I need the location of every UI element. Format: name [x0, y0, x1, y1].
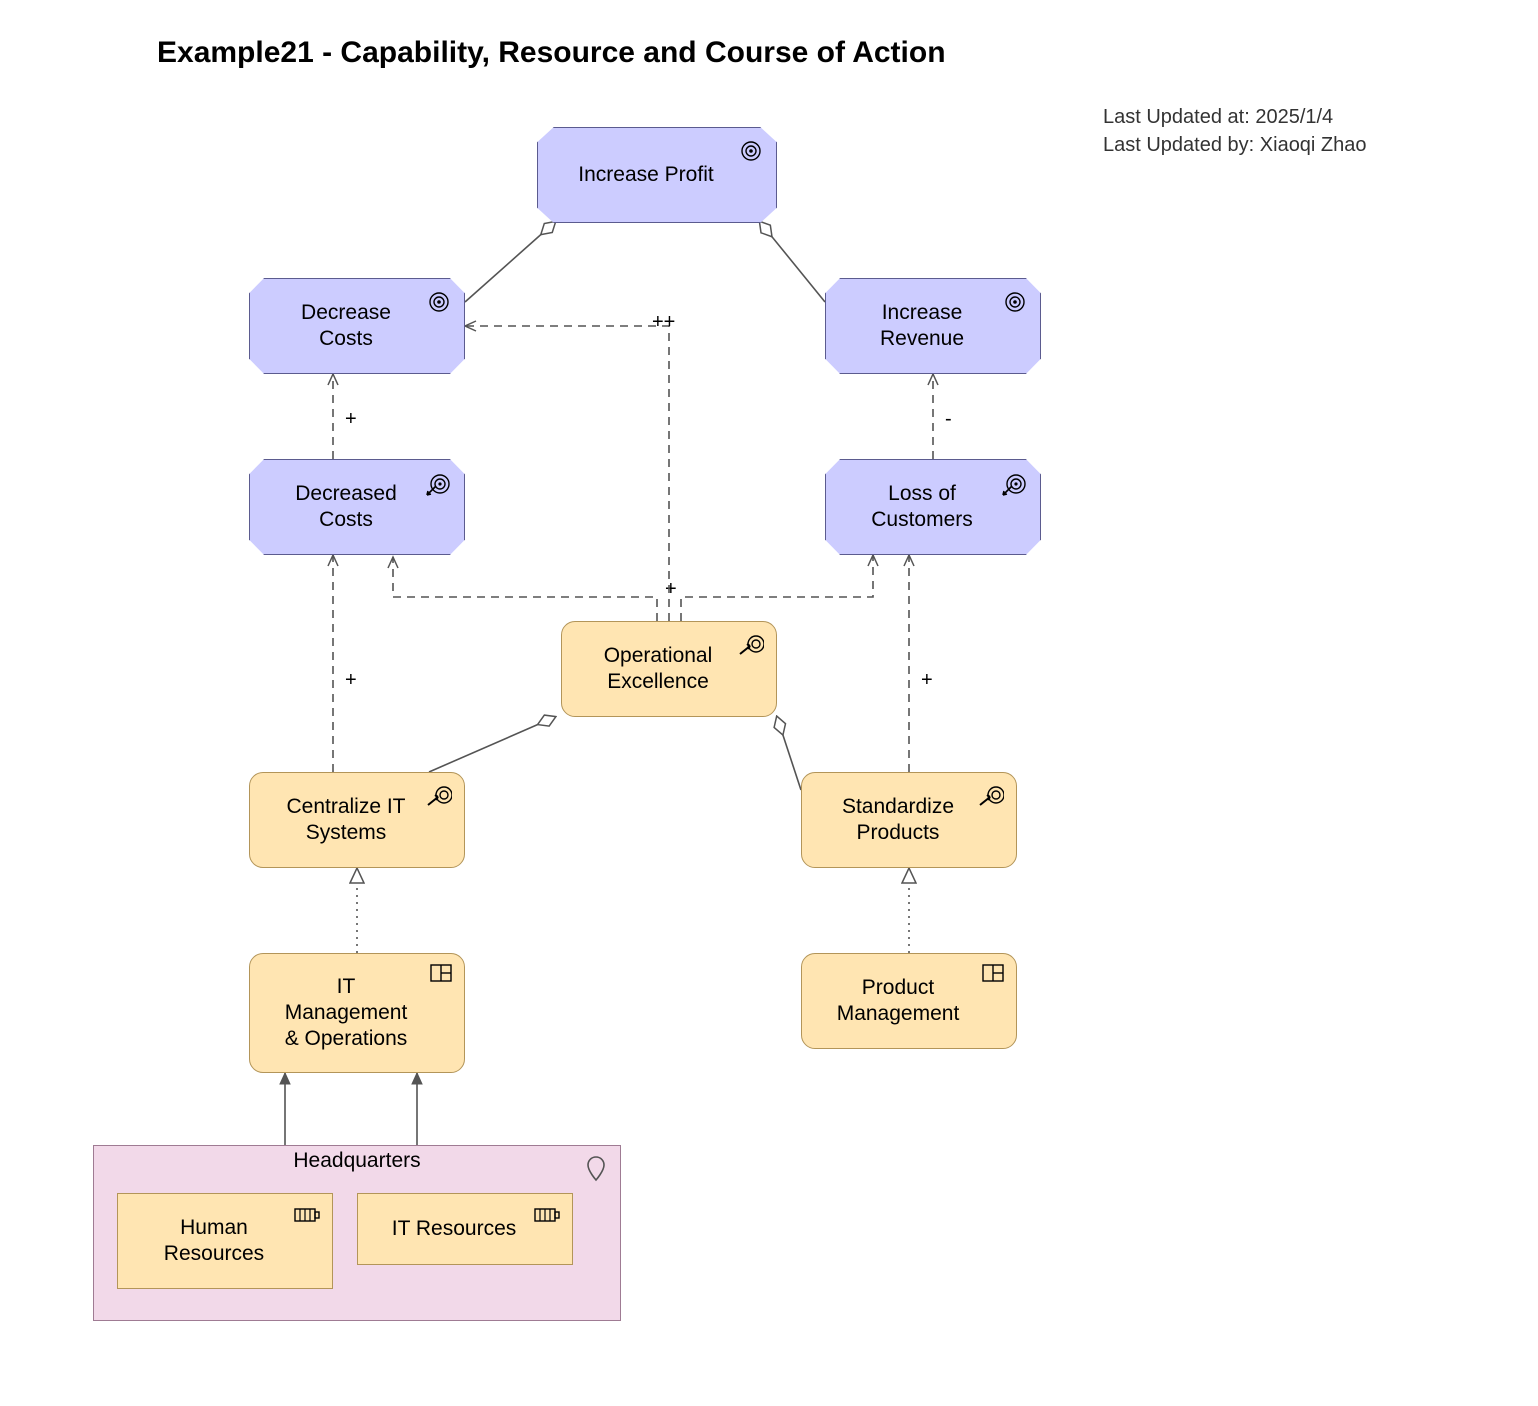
edge-label: +	[345, 408, 357, 430]
node-human-resources: Human Resources	[117, 1193, 333, 1289]
node-standardize-products-label: Standardize Products	[836, 794, 982, 847]
node-it-management-operations-label: IT Management & Operations	[279, 974, 436, 1053]
diagram-canvas: Example21 - Capability, Resource and Cou…	[0, 0, 1538, 1406]
node-decrease-costs-label: Decrease Costs	[295, 300, 419, 353]
edge-label: +	[665, 578, 677, 600]
node-operational-excellence-label: Operational Excellence	[598, 643, 741, 696]
edge-label: ++	[652, 311, 675, 333]
resource-icon	[534, 1206, 560, 1224]
node-product-management: Product Management	[801, 953, 1017, 1049]
course-of-action-icon	[978, 785, 1004, 807]
goal-icon	[428, 291, 450, 313]
node-centralize-it-systems: Centralize IT Systems	[249, 772, 465, 868]
node-standardize-products: Standardize Products	[801, 772, 1017, 868]
node-it-resources: IT Resources	[357, 1193, 573, 1265]
capability-icon	[982, 964, 1004, 982]
edge-e_opex_agg_cit	[429, 717, 555, 772]
node-operational-excellence: Operational Excellence	[561, 621, 777, 717]
capability-icon	[430, 964, 452, 982]
node-increase-revenue: Increase Revenue	[825, 278, 1041, 374]
node-it-resources-label: IT Resources	[386, 1216, 545, 1242]
node-product-management-label: Product Management	[831, 975, 988, 1028]
node-increase-profit: Increase Profit	[537, 127, 777, 223]
node-decreased-costs: Decreased Costs	[249, 459, 465, 555]
node-loss-of-customers-label: Loss of Customers	[865, 481, 1001, 534]
edge-e_opex_agg_sp	[777, 717, 801, 790]
node-decrease-costs: Decrease Costs	[249, 278, 465, 374]
node-it-management-operations: IT Management & Operations	[249, 953, 465, 1073]
outcome-icon	[426, 472, 450, 496]
edge-e_ip_agg_dc	[465, 222, 555, 302]
edge-e_ip_agg_ir	[760, 222, 825, 302]
goal-icon	[740, 140, 762, 162]
outcome-icon	[1002, 472, 1026, 496]
resource-icon	[294, 1206, 320, 1224]
edge-e_opex_dec_d	[393, 557, 657, 621]
node-increase-profit-label: Increase Profit	[572, 162, 741, 188]
node-loss-of-customers: Loss of Customers	[825, 459, 1041, 555]
node-centralize-it-systems-label: Centralize IT Systems	[280, 794, 433, 847]
course-of-action-icon	[426, 785, 452, 807]
edge-label: +	[345, 669, 357, 691]
location-icon	[586, 1156, 606, 1182]
edge-label: -	[945, 408, 952, 430]
node-increase-revenue-label: Increase Revenue	[874, 300, 992, 353]
course-of-action-icon	[738, 634, 764, 656]
node-human-resources-label: Human Resources	[158, 1215, 292, 1268]
node-headquarters-label: Headquarters	[94, 1148, 620, 1174]
edge-e_opex_loss_d	[681, 555, 873, 621]
goal-icon	[1004, 291, 1026, 313]
node-decreased-costs-label: Decreased Costs	[289, 481, 425, 534]
edge-label: +	[921, 669, 933, 691]
edge-e_opex_dc	[465, 326, 669, 621]
